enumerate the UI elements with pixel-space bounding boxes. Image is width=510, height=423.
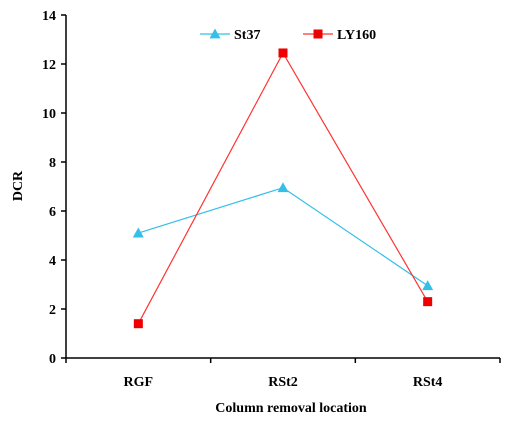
data-point-ly160 xyxy=(133,319,143,329)
legend-item-ly160: LY160 xyxy=(303,28,376,43)
data-point-ly160 xyxy=(278,48,288,58)
series-layer xyxy=(132,48,434,329)
legend: St37 LY160 xyxy=(200,28,376,43)
y-tick-label: 4 xyxy=(49,254,56,269)
y-tick-label: 12 xyxy=(42,58,56,73)
y-tick-label: 14 xyxy=(42,9,56,24)
data-point-ly160 xyxy=(423,297,433,307)
series-st37 xyxy=(132,182,434,291)
data-point-st37 xyxy=(132,227,144,238)
data-point-st37 xyxy=(422,280,434,291)
legend-item-st37: St37 xyxy=(200,28,260,43)
legend-marker-ly160 xyxy=(313,29,323,39)
legend-label-ly160: LY160 xyxy=(337,28,376,43)
y-tick-label: 10 xyxy=(42,107,56,122)
x-tick-label: RGF xyxy=(124,375,154,390)
y-axis-ticks: 0 2 4 6 8 10 12 14 xyxy=(42,9,66,367)
series-line-st37 xyxy=(138,187,429,287)
legend-marker-st37 xyxy=(209,28,221,39)
y-tick-label: 2 xyxy=(49,303,56,318)
y-axis-title: DCR xyxy=(11,170,26,201)
chart-axes xyxy=(65,15,500,359)
x-tick-label: RSt4 xyxy=(413,375,443,390)
series-ly160 xyxy=(133,48,433,329)
x-axis-ticks: RGF RSt2 RSt4 xyxy=(65,358,501,390)
y-tick-label: 0 xyxy=(49,352,56,367)
x-axis-title: Column removal location xyxy=(215,401,367,416)
y-tick-label: 8 xyxy=(49,156,56,171)
legend-label-st37: St37 xyxy=(234,28,260,43)
data-point-st37 xyxy=(277,182,289,193)
y-tick-label: 6 xyxy=(49,205,56,220)
x-tick-label: RSt2 xyxy=(268,375,298,390)
